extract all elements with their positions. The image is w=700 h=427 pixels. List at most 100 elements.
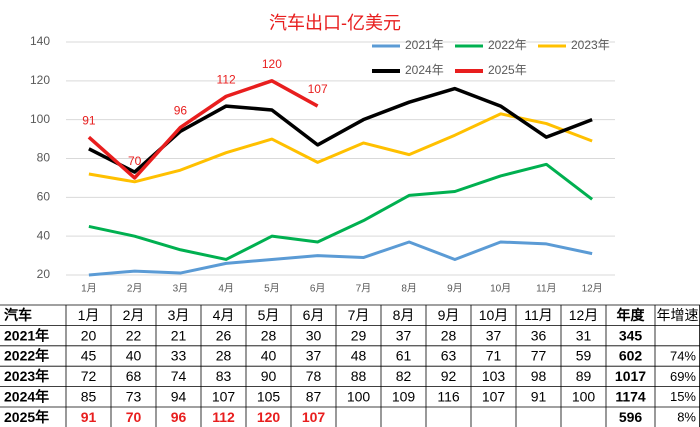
table-growth: 69%	[670, 369, 696, 384]
table-cell: 45	[81, 348, 97, 364]
table-header: 7月	[348, 307, 370, 323]
table-cell: 87	[306, 389, 322, 405]
table-cell: 88	[351, 368, 367, 384]
table-header: 年增速	[657, 307, 699, 323]
table-cell: 90	[261, 368, 277, 384]
table-cell: 59	[576, 348, 592, 364]
table-header: 3月	[168, 307, 190, 323]
table-cell: 48	[351, 348, 367, 364]
table-total: 345	[619, 327, 643, 343]
table-cell: 85	[81, 389, 97, 405]
table-cell: 21	[171, 327, 187, 343]
table-cell: 91	[81, 409, 97, 425]
table-header: 5月	[258, 307, 280, 323]
y-tick-label: 20	[37, 267, 51, 281]
table-cell: 82	[396, 368, 412, 384]
table-cell: 112	[212, 409, 235, 425]
table-cell: 30	[306, 327, 322, 343]
table-cell: 29	[351, 327, 367, 343]
y-tick-label: 140	[30, 34, 50, 48]
y-tick-label: 40	[37, 228, 51, 242]
table-header: 6月	[303, 307, 325, 323]
table-cell: 91	[531, 389, 547, 405]
table-cell: 98	[531, 368, 547, 384]
x-tick-label: 3月	[173, 283, 189, 295]
table-header: 11月	[524, 307, 553, 323]
series-line	[88, 86, 593, 174]
table-cell: 40	[126, 348, 142, 364]
table-cell: 20	[81, 327, 97, 343]
table-total: 1174	[615, 389, 646, 405]
table-cell: 103	[482, 368, 506, 384]
data-label: 96	[174, 104, 188, 118]
table-cell: 116	[437, 389, 460, 405]
table-cell: 107	[212, 389, 236, 405]
row-label: 2025年	[4, 409, 49, 425]
table-cell: 96	[171, 409, 187, 425]
table-cell: 63	[441, 348, 457, 364]
table-cell: 71	[486, 348, 502, 364]
table-cell: 37	[486, 327, 502, 343]
row-label: 2021年	[4, 327, 49, 343]
legend-label: 2025年	[488, 63, 527, 77]
table-cell: 89	[576, 368, 592, 384]
table-cell: 31	[576, 327, 592, 343]
table-cell: 83	[216, 368, 232, 384]
table-cell: 28	[261, 327, 277, 343]
x-tick-label: 12月	[582, 283, 603, 295]
y-tick-label: 120	[30, 73, 50, 87]
table-header: 4月	[213, 307, 235, 323]
x-tick-label: 10月	[490, 283, 511, 295]
x-tick-label: 8月	[401, 283, 417, 295]
table-header: 1月	[78, 307, 100, 323]
x-tick-label: 9月	[447, 283, 463, 295]
data-label: 70	[128, 154, 142, 168]
table-cell: 36	[531, 327, 547, 343]
legend-label: 2023年	[571, 38, 610, 52]
table-cell: 94	[171, 389, 187, 405]
x-tick-label: 11月	[536, 283, 556, 295]
data-label: 120	[262, 57, 282, 71]
table-header: 8月	[393, 307, 415, 323]
data-label: 91	[82, 113, 96, 127]
table-cell: 28	[441, 327, 457, 343]
y-tick-label: 80	[37, 151, 51, 165]
table-cell: 26	[216, 327, 232, 343]
table-cell: 105	[257, 389, 281, 405]
table-cell: 107	[482, 389, 506, 405]
legend-label: 2024年	[405, 63, 444, 77]
x-tick-label: 4月	[218, 283, 234, 295]
x-tick-label: 6月	[310, 283, 326, 295]
row-label: 2023年	[4, 368, 49, 384]
table-cell: 120	[257, 409, 281, 425]
table-cell: 68	[126, 368, 142, 384]
row-label: 2022年	[4, 348, 49, 364]
legend-label: 2021年	[405, 38, 444, 52]
table-header: 12月	[569, 307, 599, 323]
table-cell: 72	[81, 368, 97, 384]
table-cell: 78	[306, 368, 322, 384]
table-header: 汽车	[4, 307, 32, 323]
table-cell: 107	[302, 409, 326, 425]
table-cell: 73	[126, 389, 142, 405]
table-cell: 100	[347, 389, 371, 405]
table-cell: 40	[261, 348, 277, 364]
table-cell: 92	[441, 368, 457, 384]
table-cell: 100	[572, 389, 596, 405]
table-cell: 28	[216, 348, 232, 364]
row-label: 2024年	[4, 389, 49, 405]
table-total: 596	[619, 409, 643, 425]
series-line	[88, 112, 593, 184]
chart-title: 汽车出口-亿美元	[269, 13, 401, 33]
table-header: 2月	[123, 307, 145, 323]
y-tick-label: 100	[30, 112, 50, 126]
series-line	[88, 240, 593, 277]
table-growth: 15%	[670, 389, 696, 404]
table-header: 10月	[479, 307, 509, 323]
table-cell: 70	[126, 409, 142, 425]
series-line	[88, 162, 594, 261]
table-total: 1017	[615, 368, 646, 384]
table-total: 602	[619, 348, 643, 364]
y-tick-label: 60	[37, 190, 51, 204]
